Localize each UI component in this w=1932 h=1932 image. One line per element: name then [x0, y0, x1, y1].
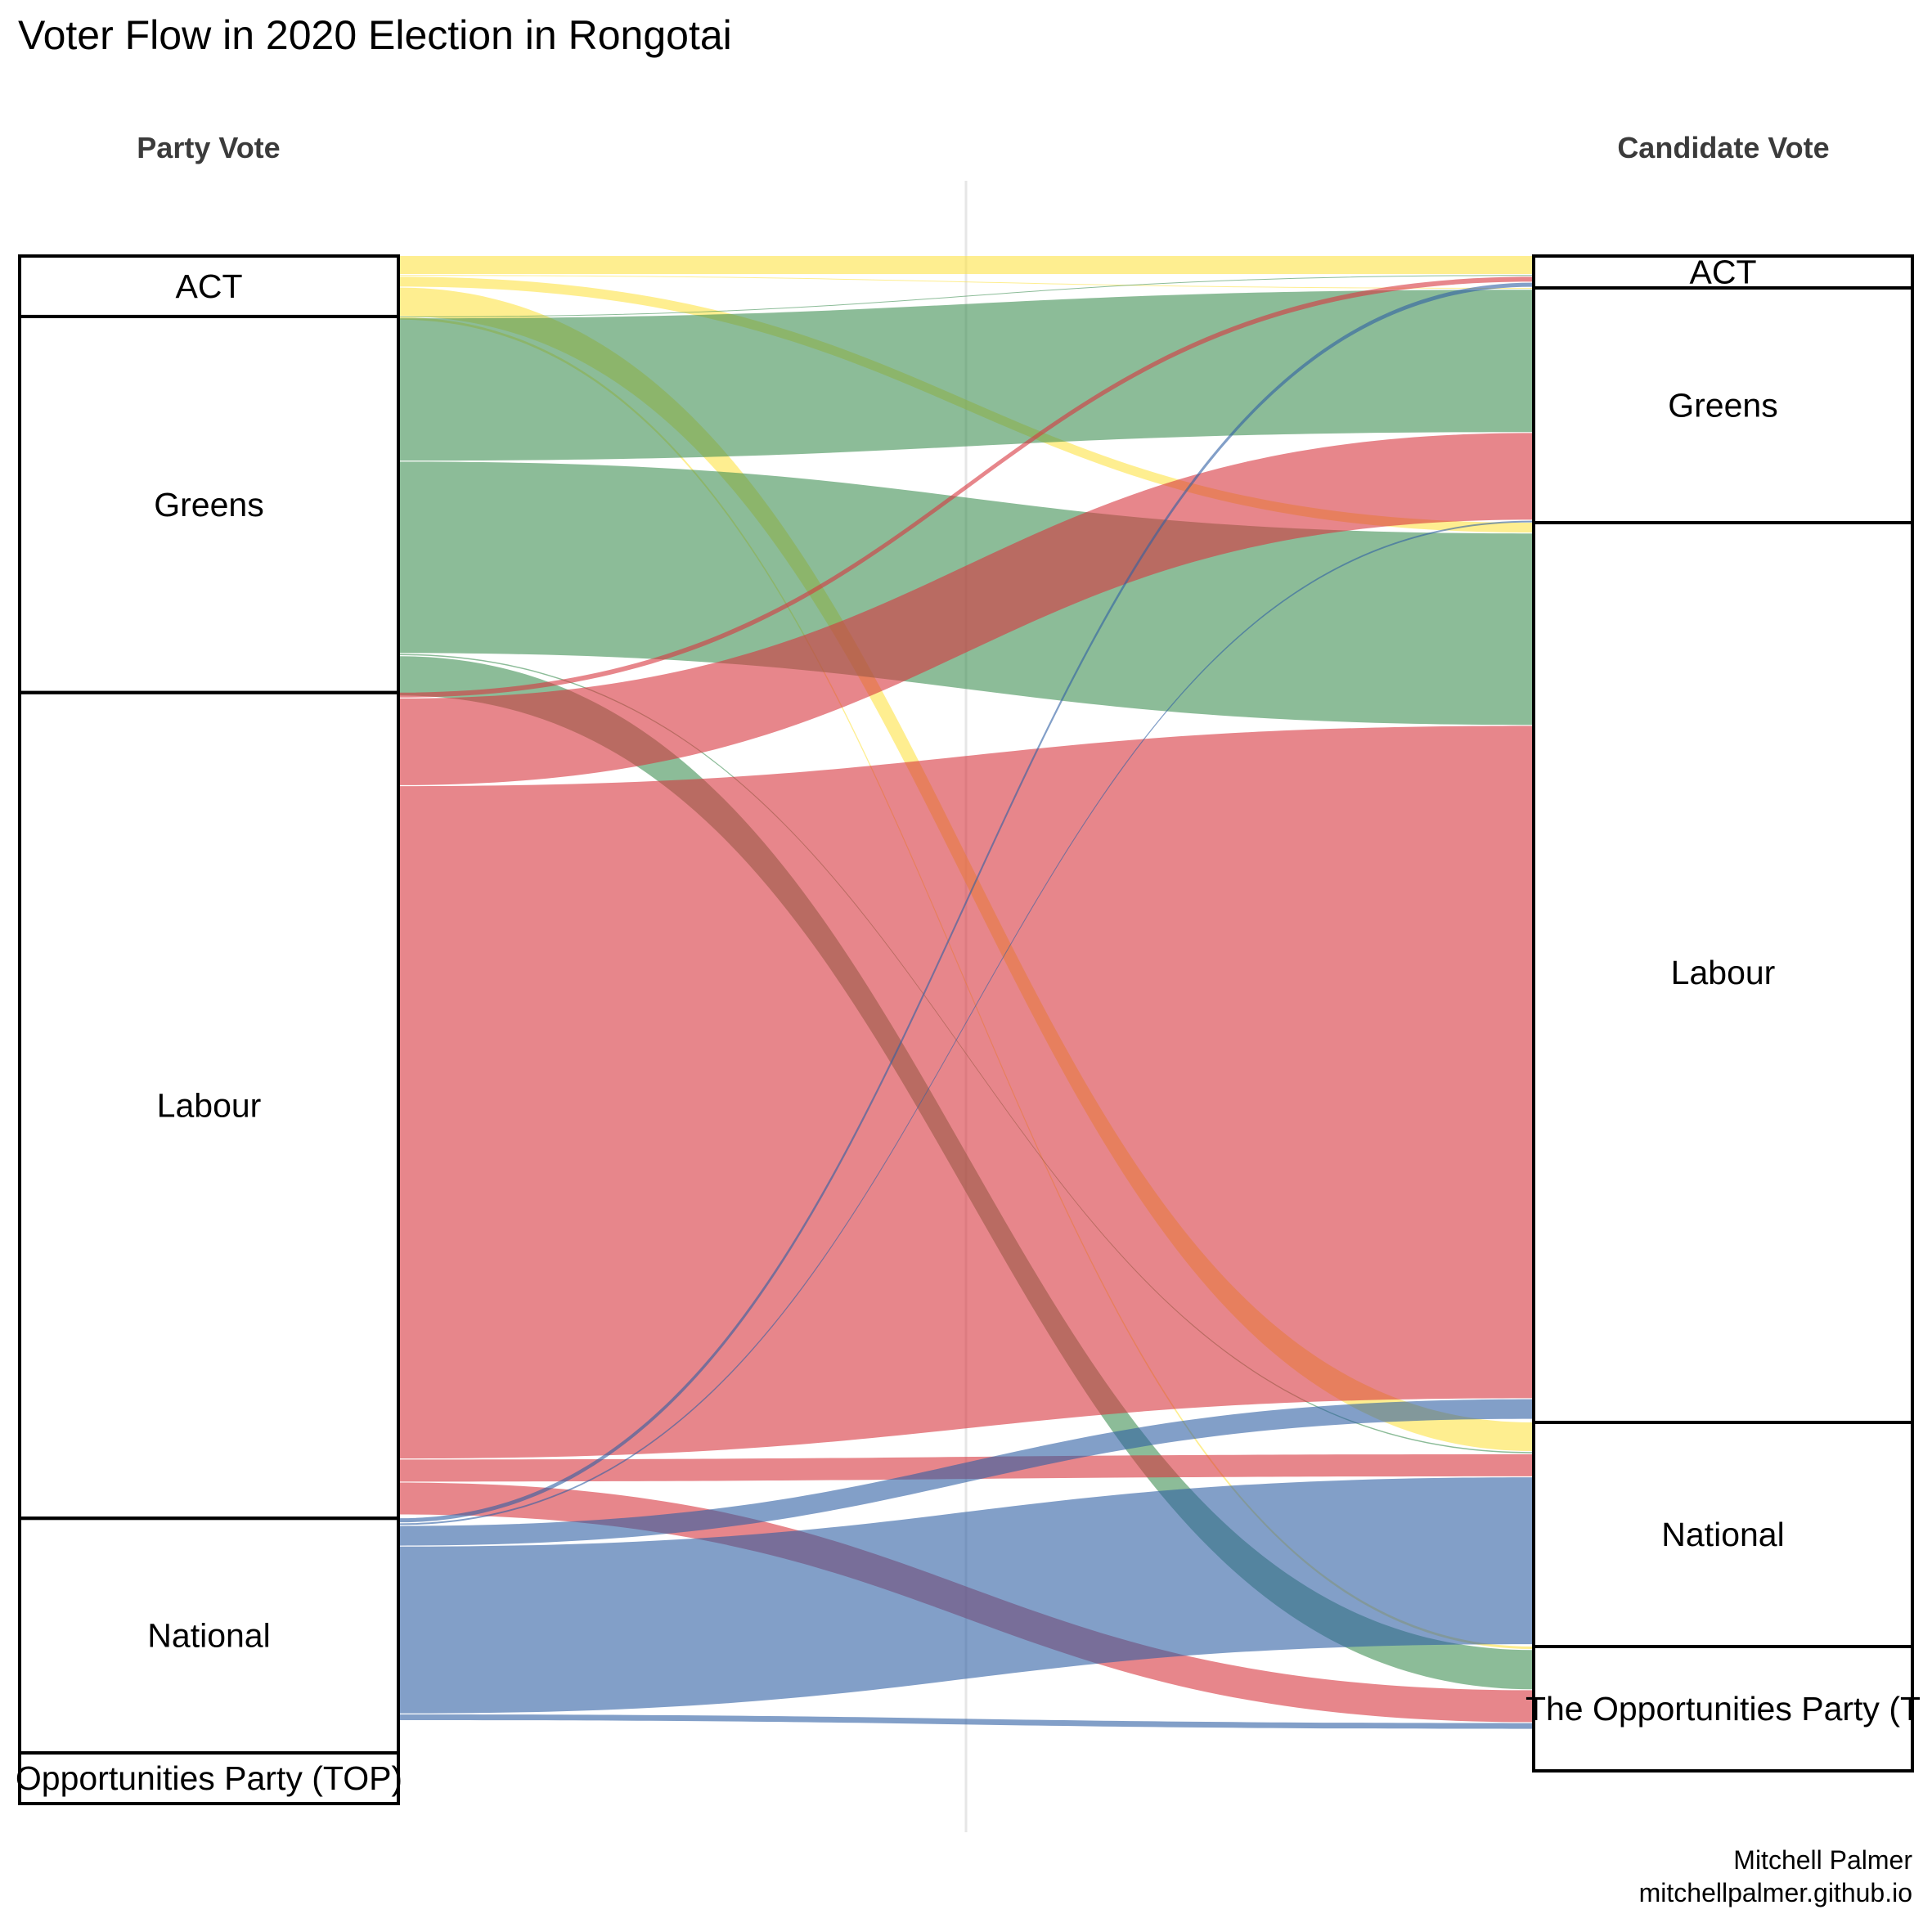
flow-act-to-act — [400, 256, 1532, 274]
footer-author: Mitchell Palmer — [1733, 1845, 1912, 1875]
left-node-label: ACT — [176, 267, 243, 305]
left-node-greens: Greens — [18, 314, 400, 694]
left-node-box — [18, 1751, 400, 1805]
right-node-label: The Opportunities Party (T — [1525, 1690, 1921, 1728]
right-node-box — [1532, 1645, 1914, 1772]
chart-title: Voter Flow in 2020 Election in Rongotai — [18, 12, 732, 58]
right-node-national: National — [1532, 1421, 1914, 1648]
flow-greens-to-greens — [400, 290, 1532, 461]
footer-site[interactable]: mitchellpalmer.github.io — [1638, 1878, 1912, 1907]
left-node-label: National — [147, 1617, 270, 1655]
left-node-label: Opportunities Party (TOP) — [16, 1759, 402, 1797]
left-node-act: ACT — [18, 254, 400, 318]
right-node-label: National — [1661, 1516, 1784, 1553]
left-node-label: Greens — [154, 486, 263, 523]
flow-bands — [400, 256, 1532, 1729]
right-axis-label: Candidate Vote — [1617, 131, 1830, 164]
flow-act-to-greens — [400, 275, 1532, 289]
left-node-national: National — [18, 1516, 400, 1755]
flow-national-to-act — [400, 282, 1532, 1523]
flow-national-to-top — [400, 1714, 1532, 1729]
footer-credit: Mitchell Palmer mitchellpalmer.github.io — [1639, 1844, 1912, 1909]
flow-national-to-labour — [400, 1399, 1532, 1546]
left-node-labour: Labour — [18, 690, 400, 1521]
left-axis-label: Party Vote — [137, 131, 281, 164]
left-node-label: Labour — [157, 1086, 262, 1124]
right-node-act: ACT — [1532, 254, 1914, 291]
nodes: ACT Greens Labour National Opportunities Par… — [16, 254, 1921, 1805]
flow-labour-to-act — [400, 276, 1532, 698]
right-node-labour: Labour — [1532, 521, 1914, 1424]
left-node-top: Opportunities Party (TOP) — [16, 1751, 402, 1805]
right-node-label: Labour — [1671, 954, 1776, 991]
flow-national-to-national — [400, 1477, 1532, 1714]
flow-labour-to-greens — [400, 433, 1532, 785]
right-node-top: The Opportunities Party (T — [1525, 1645, 1921, 1772]
flow-labour-to-labour — [400, 726, 1532, 1459]
right-node-greens: Greens — [1532, 286, 1914, 524]
flow-national-to-greens — [400, 520, 1532, 1525]
right-node-label: Greens — [1668, 387, 1777, 425]
right-node-label: ACT — [1690, 254, 1757, 291]
flow-greens-to-act — [400, 275, 1532, 317]
